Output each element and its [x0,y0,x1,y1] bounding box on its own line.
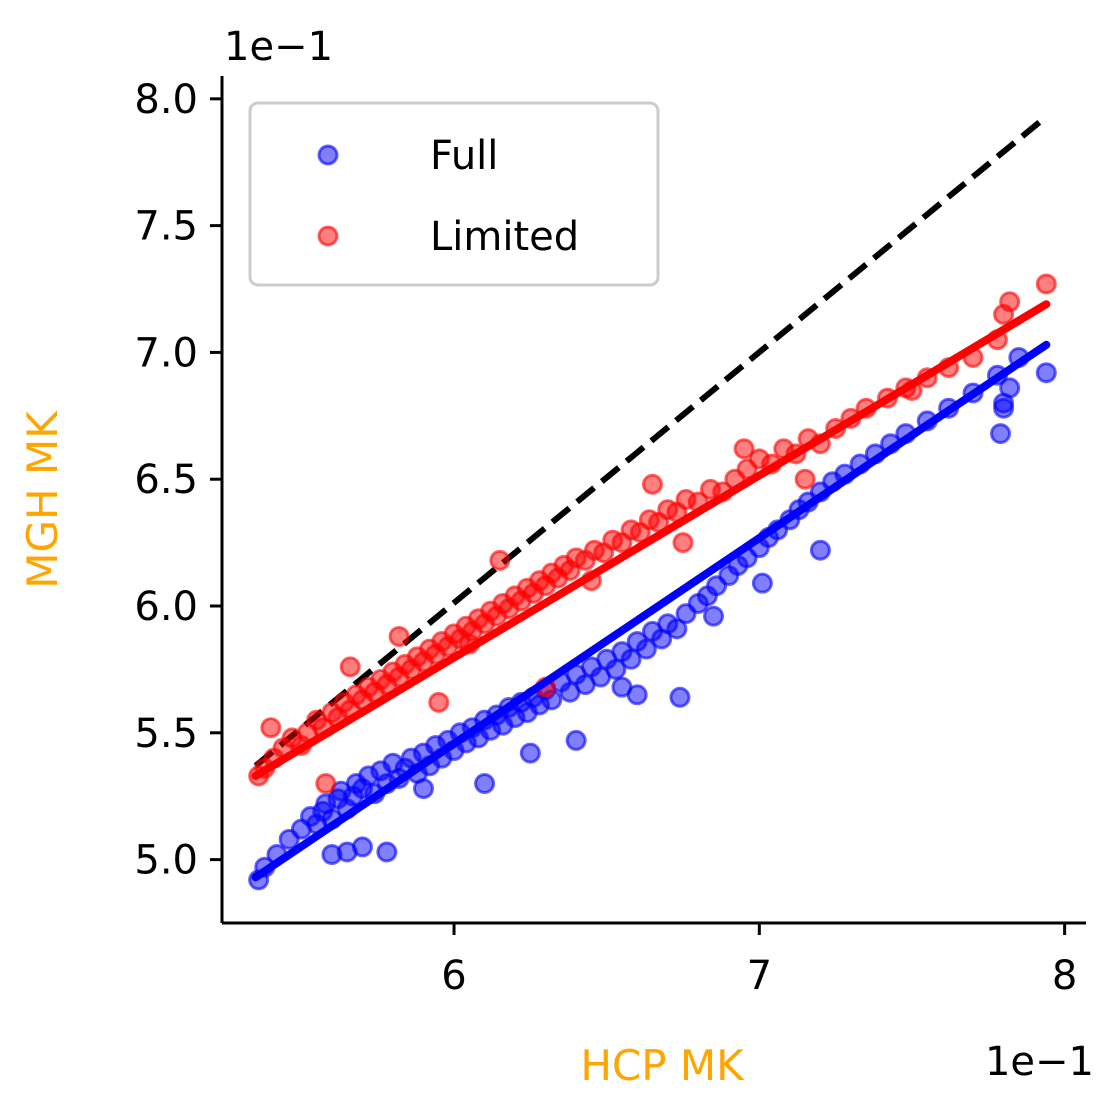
data-point-full [993,392,1015,414]
data-point-full [620,648,642,670]
x-tick-label: 6 [441,953,466,999]
y-axis-label: MGH MK [18,410,67,589]
y-tick-label: 5.5 [134,711,198,757]
data-point-limited [999,291,1021,313]
data-point-limited [1035,273,1057,295]
data-point-full [635,638,657,660]
legend-label-full: Full [430,133,498,179]
legend-marker-full [317,144,339,166]
y-tick-label: 6.0 [134,584,198,630]
legend: Full Limited [248,101,660,287]
data-point-full [351,836,373,858]
legend-box [248,101,660,287]
data-point-limited [641,473,663,495]
y-tick-label: 6.5 [134,457,198,503]
identity-line-layer [253,114,1049,769]
data-point-limited [672,532,694,554]
data-point-limited [489,549,511,571]
data-point-limited [733,438,755,460]
fit-line-full [251,340,1051,882]
x-tick-label: 7 [747,953,772,999]
data-point-full [666,618,688,640]
y-tick-label: 8.0 [134,77,198,123]
data-point-full [376,841,398,863]
data-point-full [703,605,725,627]
y-tick-label: 7.5 [134,204,198,250]
data-point-full [605,658,627,680]
data-point-full [626,684,648,706]
y-ticks-layer: 5.0 5.5 6.0 6.5 7.0 7.5 8.0 [134,77,222,884]
legend-label-limited: Limited [430,214,579,260]
data-point-full [809,539,831,561]
x-offset-label: 1e−1 [985,1039,1094,1085]
data-point-full [565,729,587,751]
y-offset-label: 1e−1 [224,24,333,70]
data-point-limited [339,656,361,678]
data-point-limited [428,691,450,713]
x-axis-label: HCP MK [580,1041,745,1090]
data-point-limited [794,468,816,490]
data-point-limited [388,625,410,647]
data-point-full [1035,362,1057,384]
legend-marker-limited [317,225,339,247]
x-tick-label: 8 [1052,953,1077,999]
y-tick-label: 5.0 [134,838,198,884]
data-points-layer [248,273,1057,891]
data-point-full [990,423,1012,445]
fit-lines-layer [251,300,1051,882]
identity-line [253,114,1049,769]
data-point-full [519,742,541,764]
fit-line-limited [251,300,1051,780]
data-point-full [751,572,773,594]
data-point-full [474,773,496,795]
data-point-limited [260,717,282,739]
data-point-limited [315,773,337,795]
y-tick-label: 7.0 [134,330,198,376]
x-ticks-layer: 6 7 8 [441,923,1077,999]
data-point-full [669,686,691,708]
data-point-full [412,778,434,800]
